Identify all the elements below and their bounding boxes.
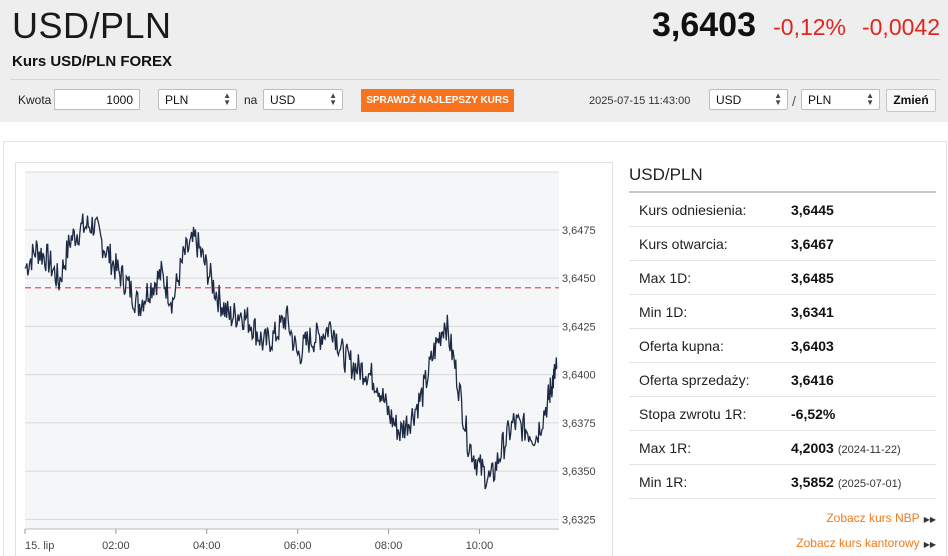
x-tick-label: 02:00 bbox=[102, 540, 130, 552]
y-tick-label: 3,6350 bbox=[562, 466, 596, 478]
nbp-rate-link-label: Zobacz kurs NBP bbox=[826, 511, 920, 525]
select-arrows-icon: ▲ ▼ bbox=[774, 91, 782, 107]
grid-lines bbox=[25, 171, 559, 520]
stat-value-text: 4,2003 bbox=[791, 440, 834, 456]
stat-label: Max 1R: bbox=[639, 440, 692, 456]
stat-value-text: 3,6416 bbox=[791, 372, 834, 388]
price-line bbox=[24, 213, 558, 490]
stat-row: Min 1R: 3,5852 (2025-07-01) bbox=[629, 465, 936, 499]
stat-label: Max 1D: bbox=[639, 270, 692, 286]
exchange-rate-link-label: Zobacz kurs kantorowy bbox=[796, 536, 920, 550]
stat-label: Min 1R: bbox=[639, 474, 688, 490]
stat-value: 3,6416 bbox=[791, 372, 834, 388]
stat-value: 3,6403 bbox=[791, 338, 834, 354]
change-percent: -0,12% bbox=[773, 14, 846, 40]
y-tick-label: 3,6450 bbox=[562, 273, 596, 285]
stat-row: Min 1D: 3,6341 bbox=[629, 295, 936, 329]
x-tick-label: 06:00 bbox=[284, 540, 312, 552]
x-tick-label: 15. lip bbox=[25, 540, 54, 552]
stat-date: (2024-11-22) bbox=[837, 444, 901, 456]
select-arrows-icon: ▲ ▼ bbox=[223, 91, 231, 107]
amount-label: Kwota bbox=[18, 93, 52, 107]
y-tick-label: 3,6375 bbox=[562, 418, 596, 430]
stat-row: Kurs otwarcia: 3,6467 bbox=[629, 227, 936, 261]
from-currency-value: PLN bbox=[165, 93, 189, 107]
double-arrow-icon: ▶▶ bbox=[923, 540, 936, 549]
amount-input[interactable]: 1000 bbox=[54, 89, 140, 110]
check-best-rate-button[interactable]: SPRAWDŹ NAJLEPSZY KURS bbox=[361, 89, 514, 112]
plot-area bbox=[25, 172, 559, 529]
current-price: 3,6403 bbox=[652, 6, 756, 44]
stat-value: 3,6467 bbox=[791, 236, 834, 252]
pair-title: USD/PLN bbox=[12, 5, 172, 46]
stat-value: 3,5852 (2025-07-01) bbox=[791, 474, 901, 490]
swap-button[interactable]: Zmień bbox=[886, 89, 936, 112]
to-currency-select[interactable]: USD ▲ ▼ bbox=[263, 89, 343, 110]
stat-label: Oferta kupna: bbox=[639, 338, 724, 354]
x-axis: 15. lip 02:00 04:00 06:00 08:00 10:00 bbox=[24, 528, 559, 552]
rate-chart[interactable]: 3,6475 3,6450 3,6425 3,6400 3,6375 3,6350 3,63… bbox=[15, 162, 613, 556]
stat-row: Max 1D: 3,6485 bbox=[629, 261, 936, 295]
base-currency-value: USD bbox=[716, 93, 742, 107]
header-divider bbox=[10, 79, 940, 80]
stat-label: Stopa zwrotu 1R: bbox=[639, 406, 747, 422]
stat-value: -6,52% bbox=[791, 406, 835, 422]
pair-separator: / bbox=[792, 93, 796, 109]
stat-row: Max 1R: 4,2003 (2024-11-22) bbox=[629, 431, 936, 465]
stat-value-text: 3,6403 bbox=[791, 338, 834, 354]
sidebar-rule bbox=[629, 191, 936, 193]
stat-value-text: -6,52% bbox=[791, 406, 836, 422]
y-tick-label: 3,6325 bbox=[562, 514, 596, 526]
y-tick-label: 3,6425 bbox=[562, 321, 596, 333]
from-currency-select[interactable]: PLN ▲ ▼ bbox=[158, 89, 237, 110]
stat-value-text: 3,5852 bbox=[791, 474, 834, 490]
header-bar: USD/PLN Kurs USD/PLN FOREX 3,6403 -0,12%… bbox=[0, 0, 948, 122]
sidebar-title: USD/PLN bbox=[629, 165, 703, 184]
quote-timestamp: 2025-07-15 11:43:00 bbox=[589, 95, 691, 107]
exchange-rate-link[interactable]: Zobacz kurs kantorowy ▶▶ bbox=[796, 536, 936, 550]
double-arrow-icon: ▶▶ bbox=[923, 515, 936, 524]
nbp-rate-link[interactable]: Zobacz kurs NBP ▶▶ bbox=[826, 511, 936, 525]
stat-value: 3,6445 bbox=[791, 202, 834, 218]
change-absolute: -0,0042 bbox=[861, 14, 940, 40]
quote-currency-value: PLN bbox=[808, 93, 832, 107]
select-arrows-icon: ▲ ▼ bbox=[329, 91, 337, 107]
stat-label: Oferta sprzedaży: bbox=[639, 372, 750, 388]
stat-date: (2025-07-01) bbox=[837, 478, 902, 490]
stat-value-text: 3,6485 bbox=[791, 270, 834, 286]
base-currency-select[interactable]: USD ▲ ▼ bbox=[709, 89, 788, 110]
stat-label: Kurs odniesienia: bbox=[639, 202, 747, 218]
y-tick-label: 3,6400 bbox=[562, 370, 596, 382]
stat-row: Oferta kupna: 3,6403 bbox=[629, 329, 936, 363]
content-panel bbox=[3, 141, 947, 556]
to-label: na bbox=[244, 93, 258, 107]
stat-value-text: 3,6445 bbox=[791, 202, 834, 218]
stat-row: Kurs odniesienia: 3,6445 bbox=[629, 193, 936, 227]
stats-table: Kurs odniesienia: 3,6445 Kurs otwarcia: 3,6… bbox=[629, 193, 936, 499]
y-tick-label: 3,6475 bbox=[562, 225, 596, 237]
quote-currency-select[interactable]: PLN ▲ ▼ bbox=[801, 89, 880, 110]
stat-value: 3,6485 bbox=[791, 270, 834, 286]
x-tick-label: 10:00 bbox=[466, 540, 494, 552]
y-axis: 3,6475 3,6450 3,6425 3,6400 3,6375 3,6350 3,63… bbox=[562, 225, 596, 526]
stat-row: Stopa zwrotu 1R: -6,52% bbox=[629, 397, 936, 431]
select-arrows-icon: ▲ ▼ bbox=[866, 91, 874, 107]
stat-value: 3,6341 bbox=[791, 304, 834, 320]
x-tick-label: 08:00 bbox=[375, 540, 403, 552]
stat-label: Min 1D: bbox=[639, 304, 688, 320]
stat-value-text: 3,6467 bbox=[791, 236, 834, 252]
to-currency-value: USD bbox=[270, 93, 296, 107]
stat-row: Oferta sprzedaży: 3,6416 bbox=[629, 363, 936, 397]
stat-label: Kurs otwarcia: bbox=[639, 236, 728, 252]
stat-value: 4,2003 (2024-11-22) bbox=[791, 440, 901, 456]
x-tick-label: 04:00 bbox=[193, 540, 221, 552]
page-subtitle: Kurs USD/PLN FOREX bbox=[12, 53, 173, 70]
stat-value-text: 3,6341 bbox=[791, 304, 834, 320]
